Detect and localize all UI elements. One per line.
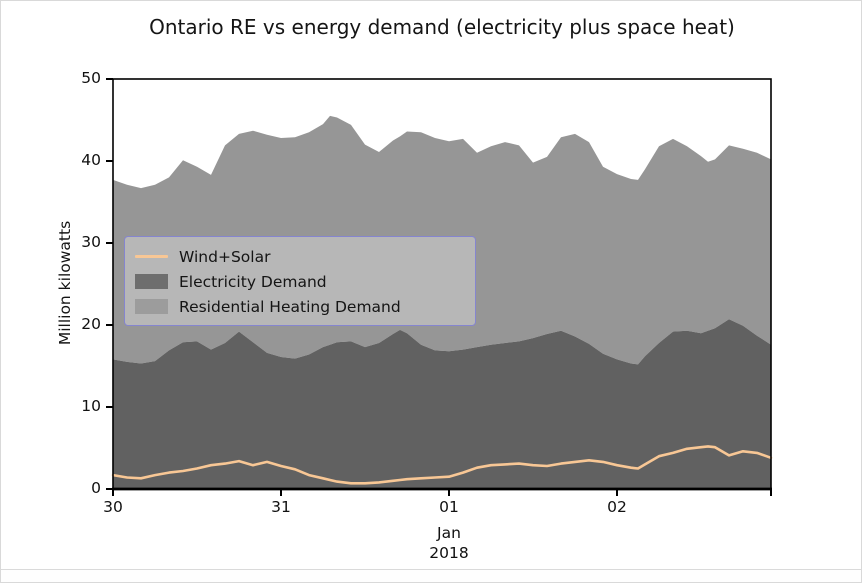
area-residential-heating-demand [113, 115, 771, 365]
legend-entry-residential-heating-demand: Residential Heating Demand [135, 294, 465, 319]
x-axis-month-label: Jan [437, 524, 461, 542]
legend-box: Wind+Solar Electricity Demand Residentia… [124, 236, 476, 326]
legend-patch-swatch-dark [135, 274, 168, 289]
area-electricity-demand [113, 319, 771, 489]
legend-label: Wind+Solar [179, 247, 271, 266]
line-wind-solar [111, 445, 773, 485]
y-tick-label: 50 [81, 69, 101, 87]
y-tick-label: 10 [81, 397, 101, 415]
chart-title: Ontario RE vs energy demand (electricity… [149, 15, 735, 39]
y-tick-label: 30 [81, 233, 101, 251]
y-axis-label: Million kilowatts [56, 220, 74, 346]
legend-label: Residential Heating Demand [179, 297, 401, 316]
legend-label: Electricity Demand [179, 272, 327, 291]
legend-entry-electricity-demand: Electricity Demand [135, 269, 465, 294]
x-tick-label: 01 [439, 498, 459, 516]
y-tick-label: 0 [91, 479, 101, 497]
x-tick-label: 30 [103, 498, 123, 516]
frame-bottom-border [1, 569, 861, 582]
x-tick-label: 31 [271, 498, 291, 516]
legend-line-swatch [135, 255, 168, 258]
legend-patch-swatch-light [135, 299, 168, 314]
x-axis-year-label: 2018 [429, 544, 469, 562]
y-tick-label: 20 [81, 315, 101, 333]
y-tick-label: 40 [81, 151, 101, 169]
x-tick-label: 02 [607, 498, 627, 516]
legend-entry-wind-solar: Wind+Solar [135, 244, 465, 269]
